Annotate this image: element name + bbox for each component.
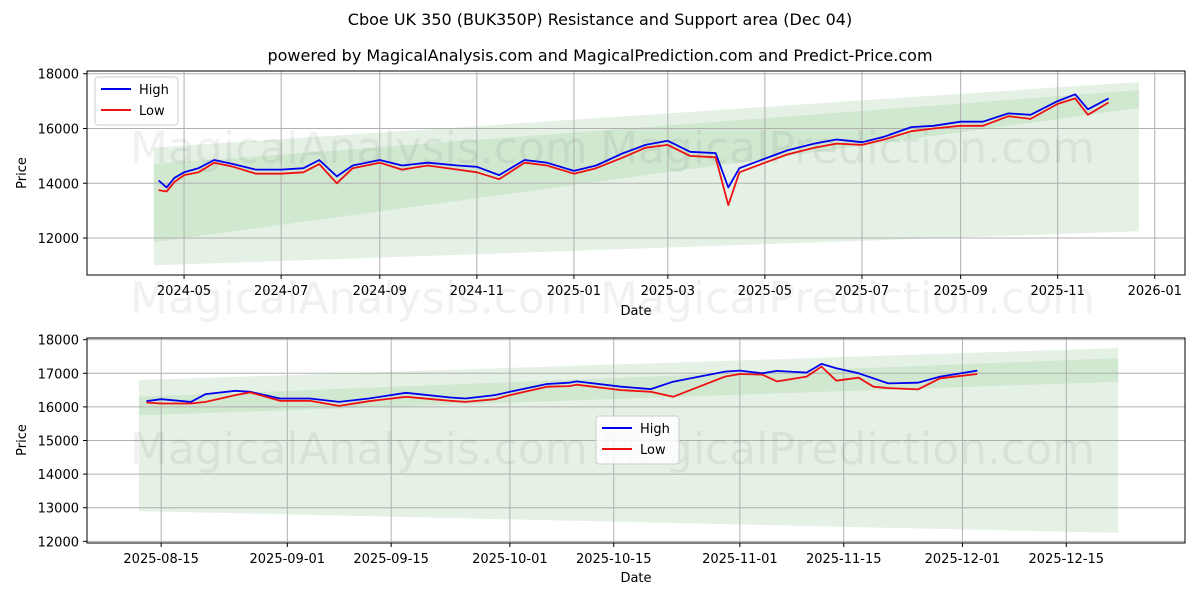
x-tick-label: 2025-10-15 bbox=[576, 552, 652, 567]
x-tick-label: 2025-12-15 bbox=[1029, 552, 1105, 567]
axes-frame bbox=[86, 337, 1186, 544]
y-tick-label: 16000 bbox=[38, 401, 79, 416]
x-tick-label: 2026-01 bbox=[1128, 284, 1182, 299]
y-tick-label: 12000 bbox=[38, 535, 79, 550]
watermark-text: MagicalPrediction.com bbox=[600, 424, 1095, 475]
x-tick-label: 2025-01 bbox=[547, 284, 601, 299]
x-tick-label: 2024-11 bbox=[450, 284, 504, 299]
x-tick-label: 2025-09-15 bbox=[353, 552, 429, 567]
watermark-text: MagicalPrediction.com bbox=[600, 273, 1095, 324]
axes-frame bbox=[86, 70, 1186, 276]
x-tick-label: 2024-07 bbox=[254, 284, 308, 299]
x-tick-label: 2025-09 bbox=[933, 284, 987, 299]
y-tick-label: 18000 bbox=[38, 68, 79, 83]
x-tick-label: 2024-09 bbox=[353, 284, 407, 299]
high-price-line bbox=[146, 362, 978, 403]
legend-high-label: High bbox=[139, 83, 169, 98]
x-tick-label: 2025-11-15 bbox=[806, 552, 882, 567]
x-tick-label: 2025-10-01 bbox=[472, 552, 548, 567]
low-price-line bbox=[146, 365, 978, 407]
watermark-text: MagicalAnalysis.com bbox=[130, 273, 588, 324]
y-axis-label: Price bbox=[15, 424, 30, 456]
low-price-line bbox=[158, 97, 1110, 207]
legend-low-label: Low bbox=[139, 104, 165, 119]
chart-full-history: 12000 14000 16000 18000 2024-05 2024-07 2024-0… bbox=[15, 68, 1186, 324]
legend-low-label: Low bbox=[640, 443, 666, 458]
x-tick-label: 2025-11-01 bbox=[702, 552, 778, 567]
high-price-line bbox=[158, 93, 1110, 189]
watermark-text: MagicalAnalysis.com bbox=[130, 424, 588, 475]
chart-recent: 12000 13000 14000 15000 16000 17000 18000 2025-… bbox=[15, 334, 1186, 586]
y-tick-label: 17000 bbox=[38, 367, 79, 382]
y-tick-label: 15000 bbox=[38, 435, 79, 450]
x-axis-label: Date bbox=[620, 304, 651, 319]
x-tick-label: 2025-03 bbox=[641, 284, 695, 299]
x-tick-label: 2025-05 bbox=[738, 284, 792, 299]
y-tick-label: 14000 bbox=[38, 177, 79, 192]
x-tick-label: 2025-09-01 bbox=[250, 552, 326, 567]
x-tick-label: 2025-07 bbox=[835, 284, 889, 299]
x-tick-label: 2024-05 bbox=[157, 284, 211, 299]
legend: High Low bbox=[595, 415, 680, 465]
y-tick-label: 18000 bbox=[38, 334, 79, 349]
y-tick-label: 12000 bbox=[38, 232, 79, 247]
chart-title: Cboe UK 350 (BUK350P) Resistance and Sup… bbox=[347, 10, 853, 29]
x-tick-label: 2025-08-15 bbox=[123, 552, 199, 567]
legend-high-label: High bbox=[640, 422, 670, 437]
y-tick-label: 13000 bbox=[38, 502, 79, 517]
y-tick-label: 16000 bbox=[38, 123, 79, 138]
y-axis-label: Price bbox=[15, 157, 30, 189]
chart-subtitle: powered by MagicalAnalysis.com and Magic… bbox=[267, 46, 933, 65]
watermark-text: MagicalAnalysis.com bbox=[130, 123, 588, 174]
x-tick-label: 2025-12-01 bbox=[925, 552, 1001, 567]
x-axis-label: Date bbox=[620, 571, 651, 586]
legend: High Low bbox=[94, 76, 179, 126]
y-tick-label: 14000 bbox=[38, 468, 79, 483]
x-tick-label: 2025-11 bbox=[1031, 284, 1085, 299]
